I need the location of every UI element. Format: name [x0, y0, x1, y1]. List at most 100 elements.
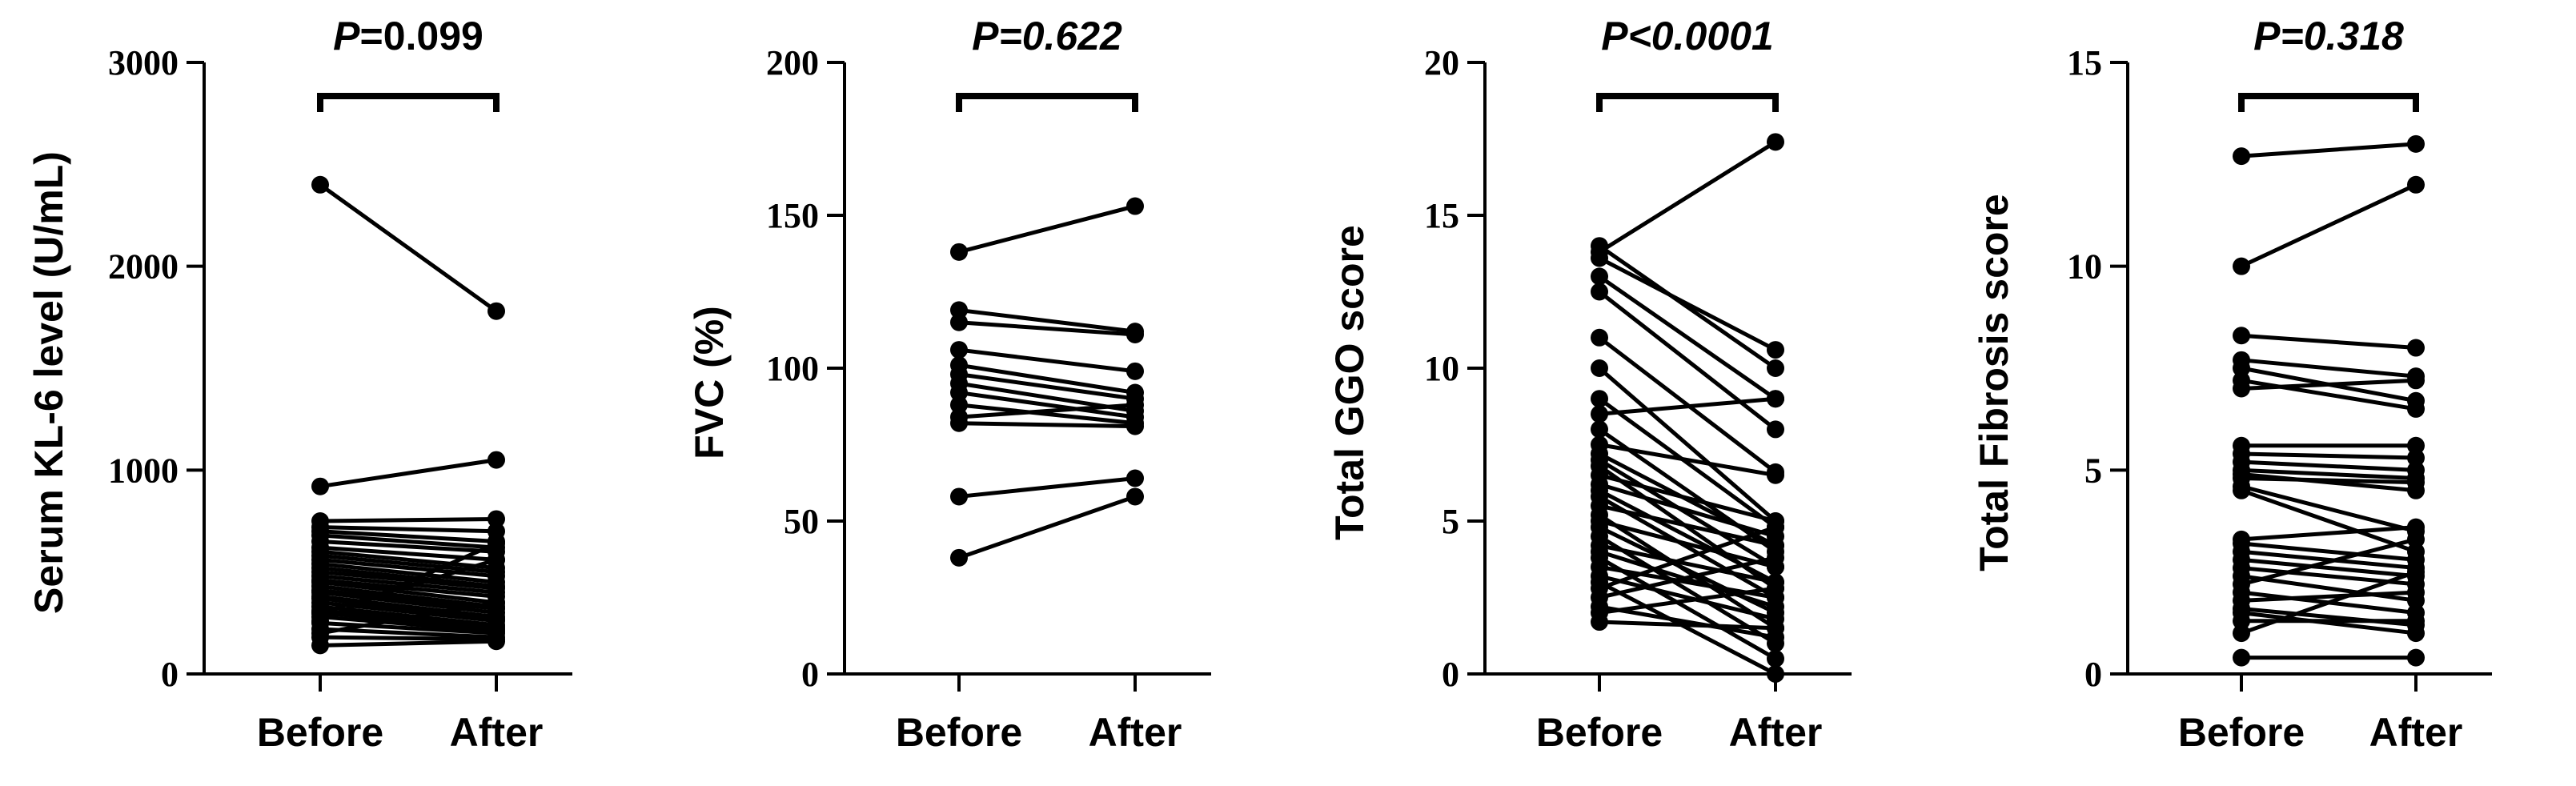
paired-line [319, 600, 497, 636]
after-point [1767, 536, 1784, 555]
paired-line [319, 635, 497, 642]
after-point [488, 510, 505, 528]
before-point [950, 395, 968, 414]
p-symbol: P [2253, 14, 2281, 58]
after-point [1767, 665, 1784, 683]
after-point [1767, 466, 1784, 484]
after-point [2407, 134, 2425, 153]
before-point [1591, 249, 1608, 267]
paired-line [319, 533, 497, 550]
paired-line [319, 615, 497, 634]
before-point [950, 313, 968, 331]
y-tick-label: 3000 [108, 43, 179, 82]
before-point [2233, 612, 2250, 630]
y-axis-title: Total GGO score [1327, 225, 1372, 540]
before-point [1591, 613, 1608, 632]
paired-line [2241, 537, 2417, 587]
before-point [1591, 359, 1608, 377]
before-point [1591, 267, 1608, 286]
before-point [311, 477, 329, 495]
after-point [2407, 399, 2425, 418]
paired-line [1599, 443, 1776, 478]
after-point [1767, 359, 1784, 377]
paired-line [1599, 574, 1776, 621]
paired-line [2241, 467, 2417, 481]
y-tick-label: 200 [766, 43, 819, 82]
y-tick-label: 100 [766, 349, 819, 388]
after-point [1126, 417, 1144, 435]
paired-line [1598, 397, 1777, 529]
paired-line [958, 320, 1136, 337]
after-point [1767, 390, 1784, 408]
paired-line [2241, 451, 2417, 460]
paired-line [1599, 543, 1776, 584]
y-tick-label: 50 [784, 502, 819, 541]
paired-line [2241, 574, 2417, 603]
paired-line [1599, 519, 1776, 569]
before-point [1591, 328, 1608, 347]
after-point [1767, 518, 1784, 536]
paired-line [319, 561, 497, 584]
paired-line [958, 347, 1136, 374]
paired-line [319, 594, 497, 620]
y-tick-label: 5 [2084, 451, 2102, 490]
p-symbol: P [972, 14, 999, 58]
after-point [2407, 518, 2425, 536]
paired-line [319, 525, 497, 534]
y-tick-label: 15 [2067, 43, 2102, 82]
p-value-label: P=0.622 [972, 14, 1122, 58]
y-tick-label: 150 [766, 196, 819, 235]
after-point [1126, 325, 1144, 343]
paired-line [2241, 611, 2417, 636]
after-point [1767, 341, 1784, 359]
before-point [2233, 327, 2250, 345]
paired-line [319, 639, 497, 648]
paired-line [319, 557, 497, 615]
paired-line [1598, 244, 1777, 371]
paired-line [2241, 142, 2417, 158]
paired-line [2241, 541, 2417, 562]
before-point [311, 624, 329, 643]
paired-line [1598, 458, 1777, 569]
paired-line [2241, 570, 2417, 636]
paired-line [2241, 525, 2417, 542]
y-tick-label: 0 [161, 655, 179, 694]
before-point [950, 487, 968, 506]
y-tick-label: 20 [1424, 43, 1459, 82]
after-point [488, 551, 505, 569]
p-symbol: P [1601, 14, 1628, 58]
before-point [950, 301, 968, 319]
y-tick-label: 10 [1424, 349, 1459, 388]
y-axis-title: FVC (%) [687, 306, 732, 459]
p-symbol: P [333, 14, 360, 58]
after-point [1126, 395, 1144, 414]
x-tick-label: Before [257, 710, 383, 755]
before-point [950, 414, 968, 432]
paired-line [958, 421, 1136, 429]
chart-panel-1: 0 1000 2000 3000 Before After Serum KL-6 level… [26, 14, 572, 755]
paired-line [1598, 488, 1777, 584]
p-value-label: P=0.318 [2253, 14, 2404, 58]
paired-line [2241, 378, 2417, 411]
y-tick-label: 0 [2084, 655, 2102, 694]
paired-line [2241, 459, 2417, 472]
y-tick-label: 15 [1424, 196, 1459, 235]
y-tick-label: 0 [1442, 655, 1459, 694]
paired-line [958, 495, 1136, 560]
after-point [1767, 133, 1784, 151]
paired-line [1598, 140, 1777, 254]
paired-line [958, 372, 1136, 401]
paired-line [958, 403, 1136, 419]
paired-line [2241, 358, 2417, 379]
paired-line [1598, 256, 1777, 352]
after-point [2407, 473, 2425, 491]
significance-bracket [317, 93, 500, 112]
y-tick-label: 10 [2067, 247, 2102, 287]
paired-line [319, 182, 498, 313]
after-point [488, 302, 505, 320]
paired-line [319, 584, 497, 609]
after-point [2407, 624, 2425, 643]
p-value: =0.318 [2281, 14, 2405, 58]
paired-line [958, 391, 1136, 419]
paired-line [1599, 525, 1776, 591]
